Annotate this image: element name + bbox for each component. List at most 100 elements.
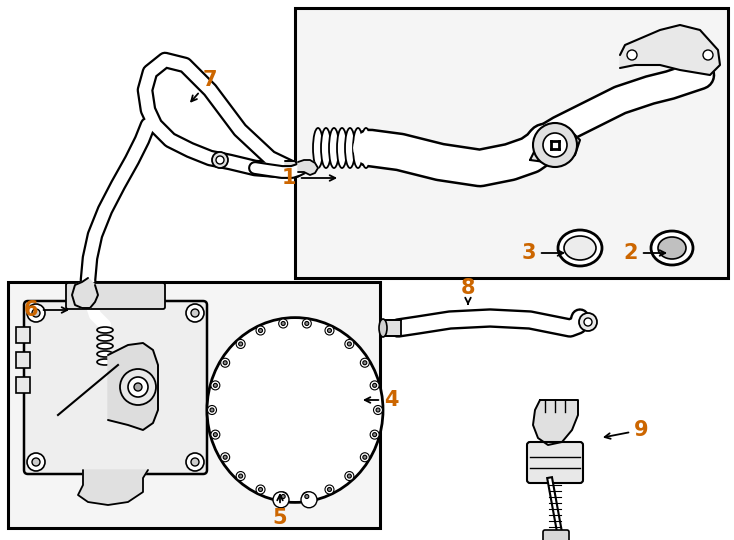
Circle shape	[363, 361, 367, 365]
Text: 5: 5	[273, 495, 287, 528]
Ellipse shape	[564, 236, 596, 260]
Polygon shape	[108, 343, 158, 430]
Circle shape	[347, 474, 352, 478]
FancyBboxPatch shape	[24, 301, 207, 474]
Circle shape	[211, 381, 220, 390]
Bar	[16, 377, 30, 393]
Polygon shape	[298, 160, 318, 175]
Circle shape	[273, 492, 289, 508]
Text: 2: 2	[623, 243, 665, 263]
Circle shape	[703, 50, 713, 60]
Circle shape	[279, 492, 288, 501]
Circle shape	[543, 133, 567, 157]
Circle shape	[370, 381, 379, 390]
Circle shape	[325, 485, 334, 494]
Polygon shape	[530, 130, 580, 165]
Polygon shape	[620, 25, 720, 75]
Circle shape	[533, 123, 577, 167]
Circle shape	[191, 458, 199, 466]
Bar	[16, 352, 30, 368]
Circle shape	[221, 453, 230, 462]
Circle shape	[236, 471, 245, 481]
FancyBboxPatch shape	[543, 530, 569, 540]
Ellipse shape	[337, 128, 347, 168]
Circle shape	[27, 304, 45, 322]
Circle shape	[360, 358, 369, 367]
Ellipse shape	[97, 359, 113, 365]
Circle shape	[345, 340, 354, 348]
Circle shape	[256, 485, 265, 494]
Circle shape	[239, 474, 243, 478]
Circle shape	[325, 326, 334, 335]
Circle shape	[363, 455, 367, 459]
Circle shape	[627, 50, 637, 60]
Circle shape	[186, 304, 204, 322]
Circle shape	[236, 340, 245, 348]
Text: 6: 6	[23, 300, 68, 320]
Circle shape	[216, 156, 224, 164]
Ellipse shape	[353, 128, 363, 168]
Polygon shape	[78, 470, 148, 505]
Polygon shape	[285, 161, 300, 175]
Text: 3: 3	[521, 243, 563, 263]
Circle shape	[27, 453, 45, 471]
Ellipse shape	[321, 128, 331, 168]
Circle shape	[370, 430, 379, 439]
Ellipse shape	[97, 351, 113, 357]
Circle shape	[373, 433, 377, 437]
Circle shape	[134, 383, 142, 391]
Circle shape	[208, 406, 217, 415]
Circle shape	[327, 488, 332, 491]
Circle shape	[301, 492, 317, 508]
Polygon shape	[533, 400, 578, 445]
Circle shape	[32, 458, 40, 466]
Ellipse shape	[361, 128, 371, 168]
Ellipse shape	[97, 343, 113, 349]
Circle shape	[191, 309, 199, 317]
Circle shape	[281, 495, 286, 498]
Circle shape	[256, 326, 265, 335]
Ellipse shape	[329, 128, 339, 168]
Circle shape	[223, 361, 228, 365]
Ellipse shape	[558, 230, 602, 266]
Circle shape	[211, 430, 220, 439]
Circle shape	[345, 471, 354, 481]
Circle shape	[212, 152, 228, 168]
Ellipse shape	[207, 318, 383, 502]
Text: 7: 7	[191, 70, 217, 102]
Circle shape	[279, 319, 288, 328]
Circle shape	[258, 328, 263, 333]
Ellipse shape	[651, 231, 693, 265]
Text: 8: 8	[461, 278, 475, 304]
Polygon shape	[72, 278, 98, 308]
Circle shape	[258, 488, 263, 491]
Circle shape	[281, 321, 286, 326]
Circle shape	[120, 369, 156, 405]
Circle shape	[376, 408, 380, 412]
Ellipse shape	[313, 128, 323, 168]
Circle shape	[373, 383, 377, 387]
Circle shape	[223, 455, 228, 459]
Circle shape	[584, 318, 592, 326]
Bar	[295, 8, 728, 278]
Ellipse shape	[97, 327, 113, 333]
Circle shape	[327, 328, 332, 333]
Circle shape	[302, 319, 311, 328]
FancyBboxPatch shape	[527, 442, 583, 483]
Circle shape	[305, 495, 309, 498]
Circle shape	[239, 342, 243, 346]
Circle shape	[579, 313, 597, 331]
Circle shape	[347, 342, 352, 346]
Circle shape	[214, 433, 217, 437]
Circle shape	[128, 377, 148, 397]
Ellipse shape	[658, 237, 686, 259]
Circle shape	[221, 358, 230, 367]
Circle shape	[374, 406, 382, 415]
Text: 9: 9	[605, 420, 649, 440]
Circle shape	[32, 309, 40, 317]
Circle shape	[305, 321, 309, 326]
Bar	[8, 282, 380, 528]
Ellipse shape	[379, 319, 387, 337]
Circle shape	[302, 492, 311, 501]
Circle shape	[210, 408, 214, 412]
